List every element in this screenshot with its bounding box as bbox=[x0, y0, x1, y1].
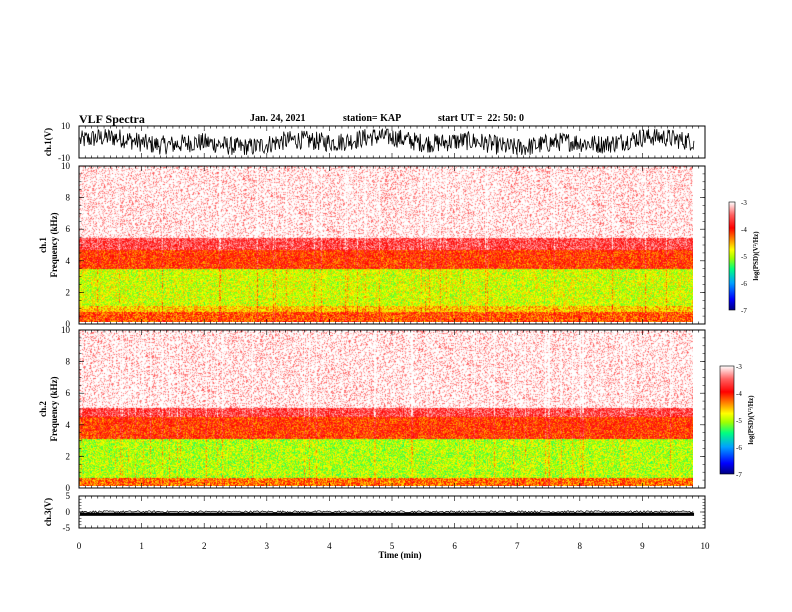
x-tick-label: 5 bbox=[390, 541, 395, 551]
y-tick-label: 0 bbox=[66, 507, 71, 517]
ch2-spectrogram-channel-label: ch.2 bbox=[38, 401, 48, 417]
x-tick-label: 1 bbox=[139, 541, 144, 551]
ch1-colorbar bbox=[728, 201, 736, 311]
chart-title: VLF Spectra bbox=[79, 112, 145, 126]
ch1-spectrogram-channel-label: ch.1 bbox=[38, 237, 48, 253]
y-tick-label: 10 bbox=[61, 121, 71, 131]
x-tick-label: 0 bbox=[77, 541, 82, 551]
header-start-time: start UT = 22: 50: 0 bbox=[438, 113, 525, 124]
ch3-waveform-edge bbox=[79, 510, 694, 514]
ch2-spectrogram-image bbox=[79, 330, 693, 486]
colorbar-tick-label: -3 bbox=[741, 199, 747, 207]
ch1-waveform-ylabel: ch.1(V) bbox=[43, 128, 53, 156]
header-date: Jan. 24, 2021 bbox=[250, 113, 306, 124]
x-tick-label: 7 bbox=[515, 541, 520, 551]
y-tick-label: 4 bbox=[66, 256, 71, 266]
ch2-spectrogram-ylabel: Frequency (kHz) bbox=[49, 376, 59, 441]
ch1-waveform-trace bbox=[79, 127, 695, 156]
x-tick-label: 8 bbox=[578, 541, 583, 551]
y-tick-label: -5 bbox=[63, 523, 71, 533]
y-tick-label: 8 bbox=[66, 357, 71, 367]
ch2-colorbar-label: log(PSD)(V²/Hz) bbox=[747, 395, 755, 445]
colorbar-tick-label: -4 bbox=[741, 226, 747, 234]
ch2-colorbar bbox=[719, 365, 735, 475]
y-tick-label: 8 bbox=[66, 193, 71, 203]
ch1-spectrogram-image bbox=[79, 166, 693, 322]
axis-ticks bbox=[78, 125, 706, 529]
y-tick-label: 2 bbox=[66, 451, 71, 461]
ch1-spectrogram-ylabel: Frequency (kHz) bbox=[49, 212, 59, 277]
y-tick-label: 6 bbox=[66, 388, 71, 398]
ch3-waveform-ylabel: ch.3(V) bbox=[43, 498, 53, 526]
x-axis-label: Time (min) bbox=[378, 550, 421, 560]
y-tick-label: 5 bbox=[66, 491, 71, 501]
colorbar-tick-label: -6 bbox=[736, 444, 742, 452]
y-tick-label: 4 bbox=[66, 420, 71, 430]
y-tick-label: 0 bbox=[66, 319, 71, 329]
y-tick-label: 0 bbox=[66, 483, 71, 493]
y-tick-label: 6 bbox=[66, 224, 71, 234]
x-tick-label: 2 bbox=[202, 541, 207, 551]
x-tick-label: 6 bbox=[452, 541, 457, 551]
ch3-waveform-band bbox=[80, 512, 695, 516]
colorbar-ticks: -3 -4 -5 -6 -7 log(PSD)(V²/Hz) -3 -4 -5 -6 -7 log(P… bbox=[736, 199, 760, 479]
x-tick-label: 4 bbox=[327, 541, 332, 551]
x-tick-label: 3 bbox=[265, 541, 270, 551]
y-tick-label: 10 bbox=[61, 325, 71, 335]
y-tick-label: -10 bbox=[58, 153, 70, 163]
colorbar-tick-label: -4 bbox=[736, 390, 742, 398]
colorbar-tick-label: -5 bbox=[736, 417, 742, 425]
colorbar-tick-label: -6 bbox=[741, 280, 747, 288]
header-station: station= KAP bbox=[343, 113, 402, 124]
colorbar-tick-label: -7 bbox=[741, 307, 747, 315]
ch1-colorbar-label: log(PSD)(V²/Hz) bbox=[752, 231, 760, 281]
x-tick-label: 10 bbox=[701, 541, 711, 551]
y-tick-label: 10 bbox=[61, 161, 71, 171]
y-tick-label: 2 bbox=[66, 287, 71, 297]
colorbar-tick-label: -3 bbox=[736, 363, 742, 371]
colorbar-tick-label: -7 bbox=[736, 471, 742, 479]
colorbar-tick-label: -5 bbox=[741, 253, 747, 261]
x-tick-label: 9 bbox=[640, 541, 645, 551]
